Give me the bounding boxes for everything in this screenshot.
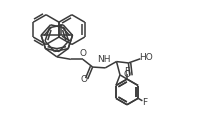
Text: F: F	[142, 98, 147, 107]
Text: O: O	[80, 75, 87, 84]
Text: NH: NH	[97, 55, 111, 64]
Text: O: O	[123, 70, 130, 79]
Text: F: F	[124, 67, 130, 76]
Text: HO: HO	[139, 53, 152, 62]
Text: O: O	[79, 49, 86, 58]
